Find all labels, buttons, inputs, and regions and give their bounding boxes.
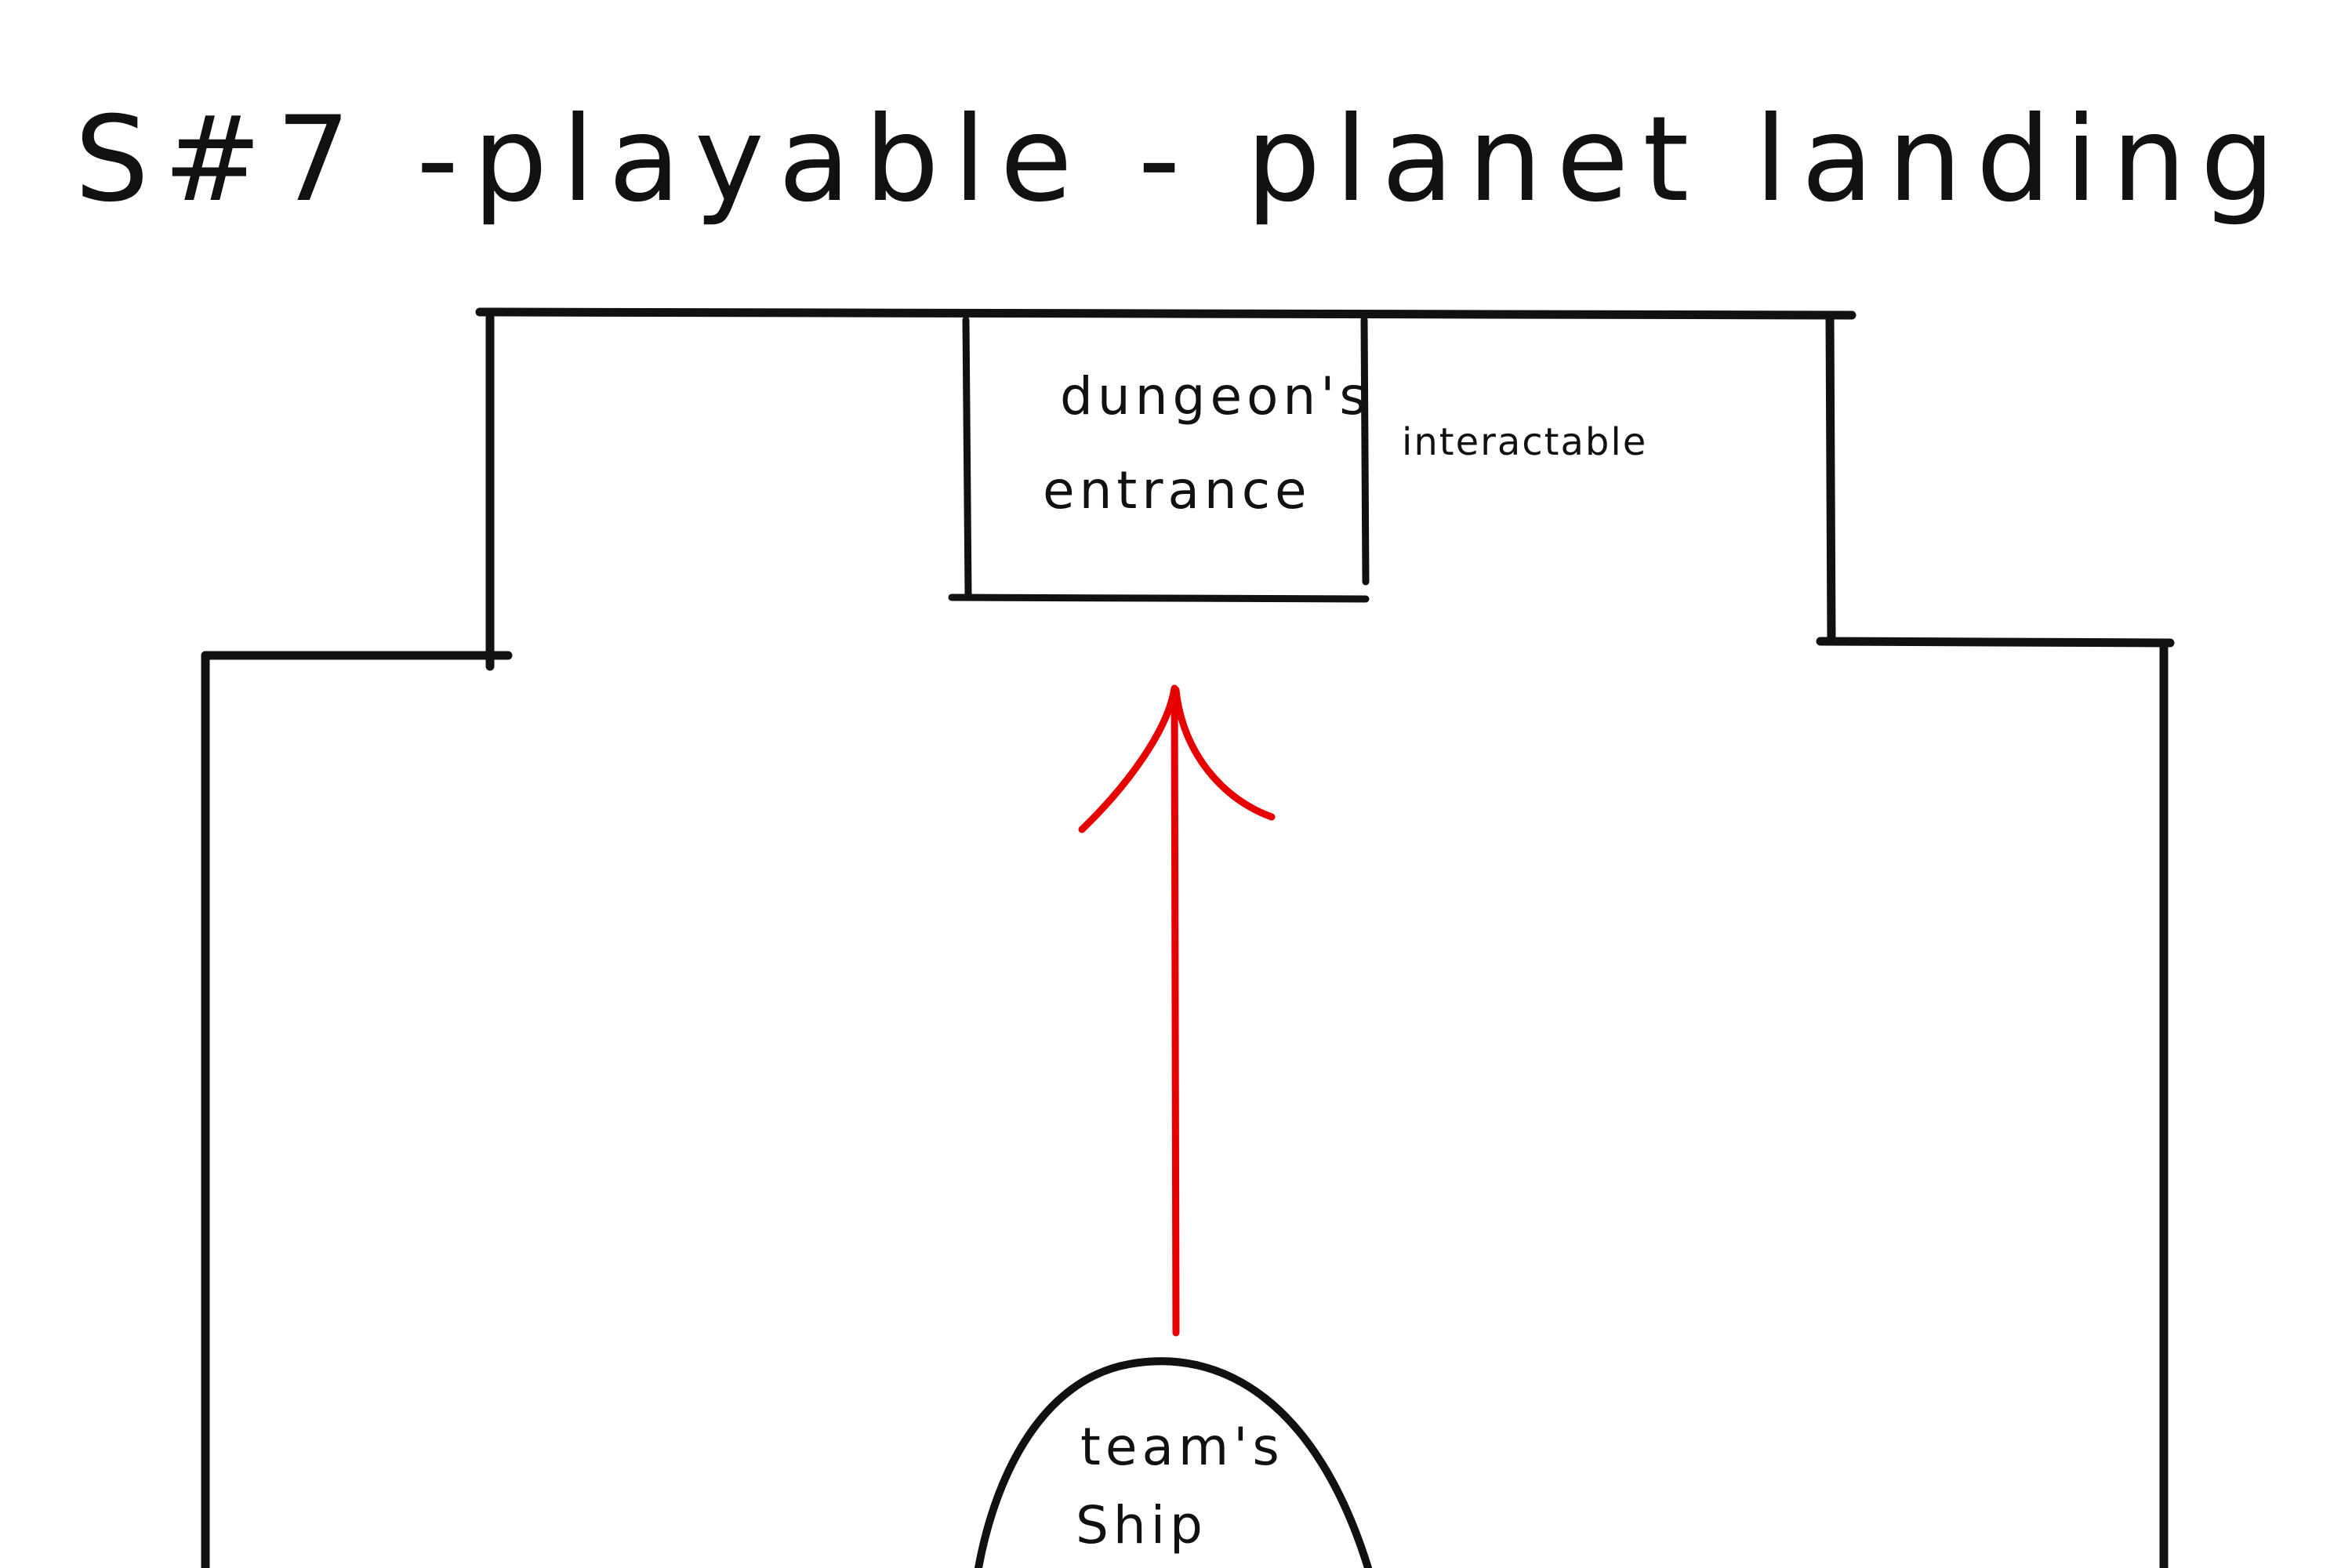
arrow-head-right: [1172, 686, 1276, 821]
team-ship-label-line2: Ship: [1076, 1495, 1207, 1555]
top-wall: [475, 307, 1857, 320]
dungeon-entrance-label-line1: dungeon's: [1060, 366, 1371, 426]
entrance-right-wall: [1360, 316, 1370, 586]
upper-right-wall: [1825, 313, 1836, 646]
arrow-shaft: [1171, 684, 1180, 1337]
interactable-note: interactable: [1402, 420, 1647, 464]
right-ledge: [1816, 637, 2175, 648]
arrow-head-left: [1078, 684, 1178, 833]
team-ship-hull[interactable]: [975, 1357, 1372, 1568]
level-outline: [201, 307, 2175, 1568]
path-arrow: [1078, 684, 1276, 1337]
dungeon-entrance-label-line2: entrance: [1043, 460, 1312, 521]
entrance-bottom-wall: [948, 593, 1370, 603]
entrance-left-wall: [962, 316, 972, 600]
team-ship-label-line1: team's: [1080, 1417, 1284, 1477]
dungeon-entrance[interactable]: [948, 316, 1370, 603]
page-title: S#7 -playable - planet landing: [74, 92, 2289, 228]
